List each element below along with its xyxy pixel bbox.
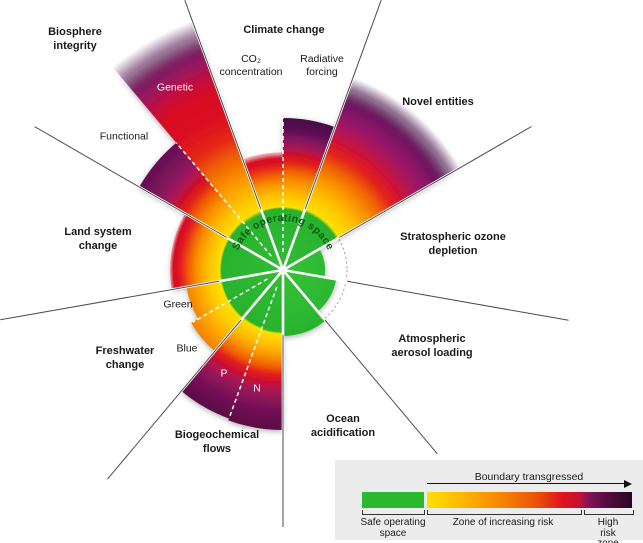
label-biogeochemical-flows: Biogeochemical flows	[174, 429, 260, 455]
boundary-circle	[218, 205, 348, 335]
wedge-biosphere-functional	[139, 142, 283, 270]
label-genetic: Genetic	[156, 81, 194, 94]
wedge-group	[112, 20, 461, 431]
label-phosphorus: P	[220, 367, 228, 380]
label-radiative-forcing: Radiative forcing	[300, 53, 344, 78]
wedge-land-system	[169, 213, 283, 290]
legend-label-increasing: Zone of increasing risk	[452, 517, 554, 528]
wedge-nitrogen	[228, 270, 283, 431]
legend-bracket-increasing	[427, 510, 582, 515]
legend-bracket-high	[584, 510, 634, 515]
label-freshwater-green: Green	[163, 298, 193, 311]
legend-arrow-line	[427, 483, 625, 484]
wedge-aerosol-loading	[283, 270, 337, 312]
label-freshwater-blue: Blue	[176, 342, 198, 355]
label-nitrogen: N	[253, 382, 261, 395]
wedge-novel-entities	[283, 77, 461, 270]
wedge-stratospheric-ozone	[283, 249, 326, 278]
legend-title: Boundary transgressed	[474, 471, 584, 483]
label-biosphere-integrity: Biosphere integrity	[48, 26, 102, 52]
label-ocean-acidification: Ocean acidification	[310, 413, 376, 439]
wedge-freshwater-blue	[191, 270, 283, 352]
legend-label-safe: Safe operating space	[360, 517, 426, 539]
sector-divider-lines	[0, 0, 569, 527]
legend-arrow-head	[624, 479, 632, 488]
legend-label-high: High risk zone	[597, 517, 619, 543]
wedge-ocean-acidification	[283, 270, 326, 336]
legend-bracket-safe	[362, 510, 425, 515]
legend-risk-gradient-swatch	[427, 492, 632, 508]
label-functional: Functional	[99, 130, 149, 143]
wedge-phosphorus	[181, 270, 283, 419]
label-stratospheric-ozone: Stratospheric ozone depletion	[400, 231, 506, 257]
label-land-system-change: Land system change	[64, 226, 132, 252]
label-climate-change: Climate change	[243, 24, 325, 36]
label-freshwater-change: Freshwater change	[95, 345, 155, 371]
label-novel-entities: Novel entities	[402, 96, 474, 108]
label-aerosol-loading: Atmospheric aerosol loading	[391, 333, 473, 359]
wedge-freshwater-green	[186, 270, 283, 319]
label-co2-concentration: CO₂ concentration	[219, 53, 283, 78]
legend-safe-swatch	[362, 492, 424, 508]
wedge-biosphere-genetic	[112, 20, 283, 271]
subwedge-dashed-lines	[175, 118, 284, 419]
legend: Boundary transgressed Safe operating spa…	[335, 460, 643, 543]
